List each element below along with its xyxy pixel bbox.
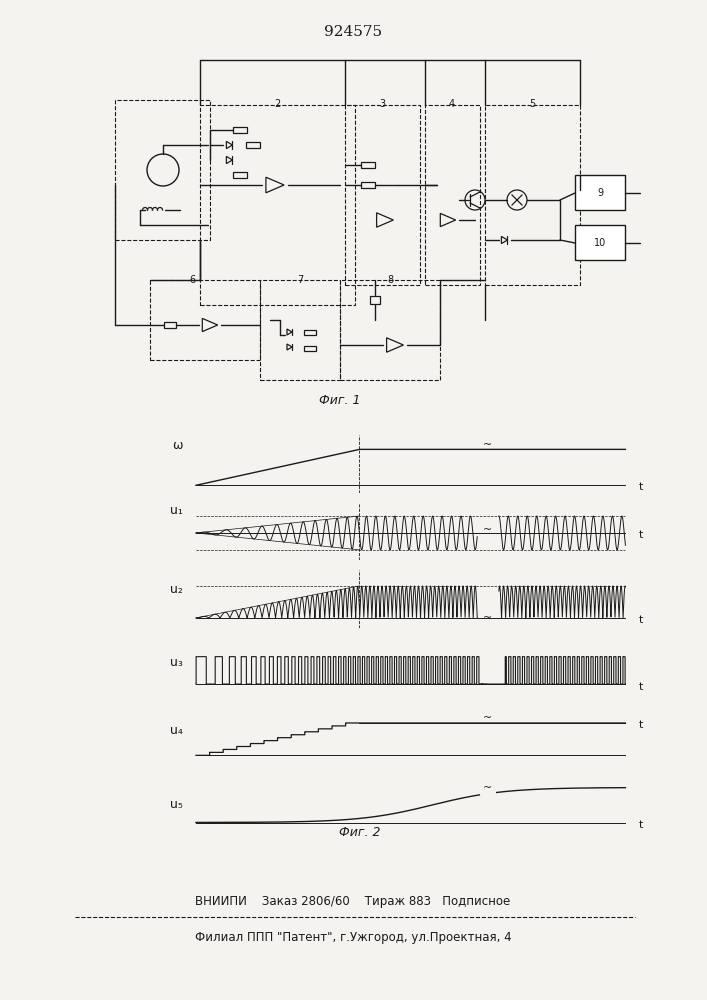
Text: u₄: u₄: [170, 724, 183, 737]
Text: t: t: [638, 530, 643, 540]
Bar: [485, 105, 580, 285]
Bar: [575, 175, 625, 210]
Text: ~: ~: [484, 525, 493, 535]
Text: u₁: u₁: [170, 504, 183, 517]
Bar: [246, 142, 260, 148]
Bar: [115, 100, 210, 240]
Text: u₃: u₃: [170, 656, 183, 669]
Text: u₅: u₅: [170, 798, 183, 812]
Text: 6: 6: [189, 275, 195, 285]
Bar: [150, 280, 260, 360]
Text: Фиг. 1: Фиг. 1: [320, 393, 361, 406]
Bar: [304, 346, 316, 351]
Text: 4: 4: [449, 99, 455, 109]
Text: 9: 9: [597, 188, 603, 198]
Text: ω: ω: [173, 439, 183, 452]
Bar: [200, 105, 355, 305]
Text: ~: ~: [479, 680, 489, 690]
Bar: [575, 225, 625, 260]
Bar: [425, 105, 480, 285]
Bar: [233, 172, 247, 178]
Bar: [361, 162, 375, 168]
Bar: [233, 127, 247, 133]
Text: t: t: [638, 820, 643, 830]
Bar: [260, 280, 340, 380]
Text: t: t: [638, 682, 643, 692]
Text: 8: 8: [387, 275, 393, 285]
Text: t: t: [638, 615, 643, 625]
Text: t: t: [638, 720, 643, 730]
Text: ~: ~: [484, 613, 493, 623]
Text: ~: ~: [484, 440, 493, 450]
Text: 5: 5: [529, 99, 535, 109]
Text: u₂: u₂: [170, 583, 183, 596]
Bar: [345, 105, 420, 285]
Text: ~: ~: [484, 783, 493, 793]
Bar: [304, 330, 316, 334]
Text: ~: ~: [484, 713, 493, 723]
Text: 924575: 924575: [324, 25, 382, 39]
Bar: [340, 280, 440, 380]
Text: Филиал ППП "Патент", г.Ужгород, ул.Проектная, 4: Филиал ППП "Патент", г.Ужгород, ул.Проек…: [194, 932, 511, 944]
Bar: [361, 182, 375, 188]
Bar: [370, 296, 380, 304]
Text: 2: 2: [274, 99, 280, 109]
Text: 3: 3: [379, 99, 385, 109]
Text: ВНИИПИ    Заказ 2806/60    Тираж 883   Подписное: ВНИИПИ Заказ 2806/60 Тираж 883 Подписное: [195, 894, 510, 908]
Text: t: t: [638, 482, 643, 492]
Text: 7: 7: [297, 275, 303, 285]
Text: Фиг. 2: Фиг. 2: [339, 826, 381, 838]
Bar: [164, 322, 176, 328]
Text: 10: 10: [594, 238, 606, 248]
